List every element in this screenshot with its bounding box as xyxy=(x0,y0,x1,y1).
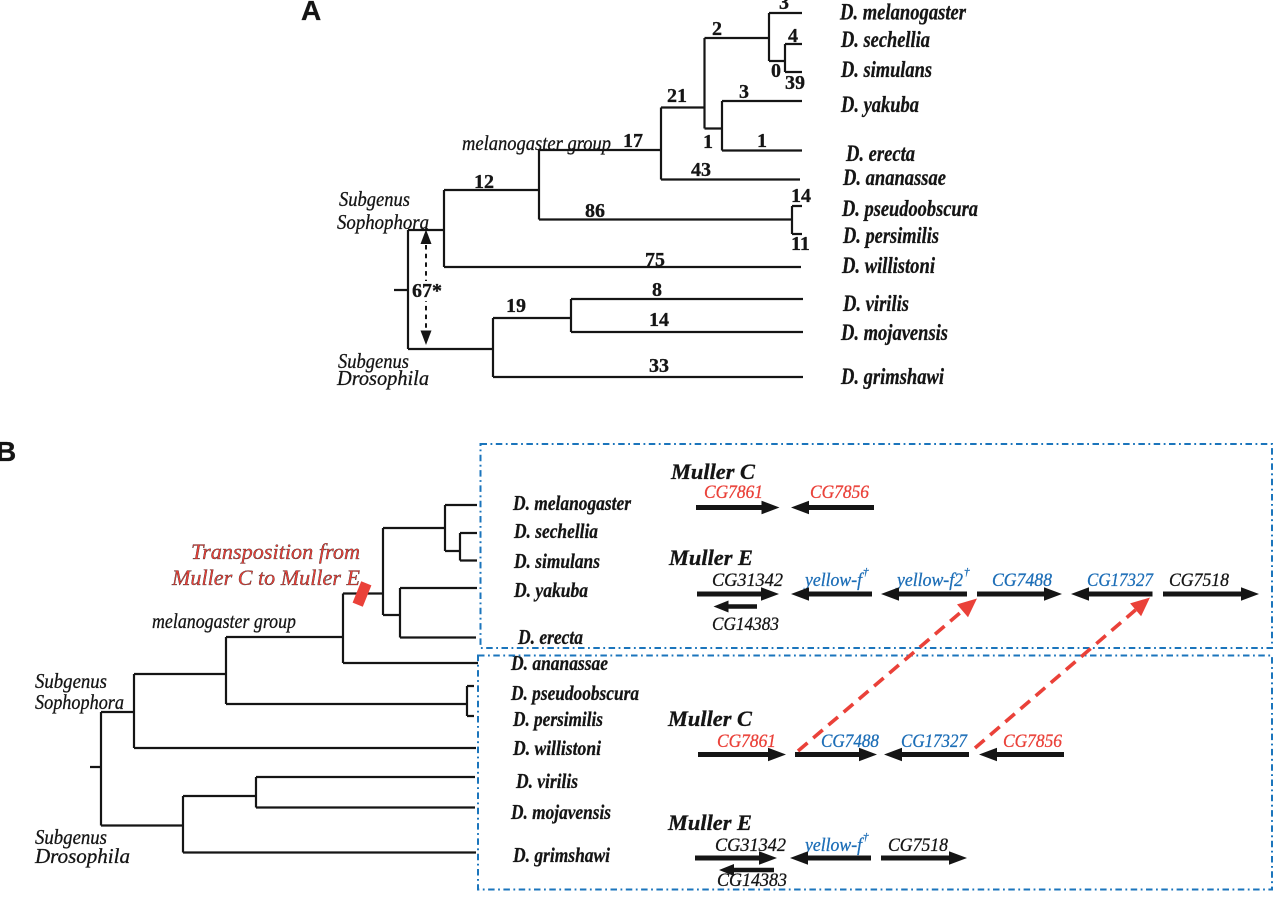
svg-text:2: 2 xyxy=(712,18,722,40)
svg-text:1: 1 xyxy=(703,131,713,153)
svg-text:D. mojavensis: D. mojavensis xyxy=(840,320,948,345)
svg-text:67*: 67* xyxy=(412,280,442,302)
svg-text:Subgenus: Subgenus xyxy=(339,187,410,211)
svg-text:Subgenus: Subgenus xyxy=(338,349,409,373)
svg-text:CG7861: CG7861 xyxy=(717,731,776,752)
svg-text:3: 3 xyxy=(779,0,789,14)
svg-text:D. yakuba: D. yakuba xyxy=(513,578,588,602)
svg-text:D. willistoni: D. willistoni xyxy=(512,736,601,760)
svg-text:Muller C: Muller C xyxy=(667,706,752,731)
svg-text:D. simulans: D. simulans xyxy=(513,549,600,573)
svg-text:33: 33 xyxy=(649,355,669,377)
svg-text:43: 43 xyxy=(691,159,711,181)
svg-text:21: 21 xyxy=(667,85,687,107)
svg-text:D. sechellia: D. sechellia xyxy=(513,519,598,543)
svg-text:4: 4 xyxy=(788,25,798,47)
svg-text:CG31342: CG31342 xyxy=(715,835,786,856)
svg-text:86: 86 xyxy=(585,200,605,222)
svg-text:D. ananassae: D. ananassae xyxy=(842,165,946,190)
svg-text:17: 17 xyxy=(623,130,643,152)
svg-text:A: A xyxy=(301,0,321,26)
svg-text:Muller E: Muller E xyxy=(668,545,753,570)
svg-text:14: 14 xyxy=(649,309,669,331)
svg-text:melanogaster group: melanogaster group xyxy=(152,609,296,633)
svg-text:1: 1 xyxy=(757,130,767,152)
svg-text:CG7861: CG7861 xyxy=(704,482,763,503)
svg-text:melanogaster group: melanogaster group xyxy=(462,131,611,155)
svg-text:CG7518: CG7518 xyxy=(888,835,948,856)
svg-text:CG17327: CG17327 xyxy=(1087,570,1154,591)
svg-text:D. persimilis: D. persimilis xyxy=(842,223,939,248)
svg-text:D. erecta: D. erecta xyxy=(517,625,583,649)
svg-text:CG7488: CG7488 xyxy=(821,731,879,752)
svg-text:D. melanogaster: D. melanogaster xyxy=(839,0,967,25)
svg-text:CG17327: CG17327 xyxy=(901,731,968,752)
svg-text:Sophophora: Sophophora xyxy=(337,210,429,234)
svg-text:D. melanogaster: D. melanogaster xyxy=(512,491,631,515)
svg-text:D. erecta: D. erecta xyxy=(845,141,915,166)
svg-text:75: 75 xyxy=(645,249,665,271)
svg-text:CG14383: CG14383 xyxy=(717,870,787,891)
svg-text:12: 12 xyxy=(474,171,494,193)
svg-text:Transposition from: Transposition from xyxy=(191,539,360,564)
svg-text:D. willistoni: D. willistoni xyxy=(841,253,935,278)
svg-text:CG7856: CG7856 xyxy=(810,482,869,503)
svg-text:Subgenus: Subgenus xyxy=(35,825,107,849)
svg-text:8: 8 xyxy=(652,279,662,301)
svg-text:Muller C: Muller C xyxy=(670,459,755,484)
svg-text:CG7518: CG7518 xyxy=(1169,570,1229,591)
svg-text:Sophophora: Sophophora xyxy=(35,690,124,714)
svg-text:39: 39 xyxy=(785,72,805,94)
svg-text:D. pseudoobscura: D. pseudoobscura xyxy=(841,196,978,221)
svg-text:D. pseudoobscura: D. pseudoobscura xyxy=(510,681,639,705)
svg-text:†: † xyxy=(863,566,869,578)
svg-text:CG7488: CG7488 xyxy=(992,570,1052,591)
svg-text:D. persimilis: D. persimilis xyxy=(512,707,603,731)
svg-text:B: B xyxy=(0,436,16,467)
svg-text:D. simulans: D. simulans xyxy=(840,57,932,82)
svg-text:†: † xyxy=(964,566,970,578)
svg-text:D. yakuba: D. yakuba xyxy=(840,92,919,117)
svg-text:14: 14 xyxy=(791,185,811,207)
svg-text:CG14383: CG14383 xyxy=(712,614,779,635)
svg-text:yellow-f: yellow-f xyxy=(803,570,864,591)
svg-text:11: 11 xyxy=(791,233,810,255)
svg-text:yellow-f2: yellow-f2 xyxy=(895,570,963,591)
svg-text:CG31342: CG31342 xyxy=(712,570,783,591)
svg-text:D. virilis: D. virilis xyxy=(515,769,578,793)
svg-text:19: 19 xyxy=(506,295,526,317)
svg-text:Drosophila: Drosophila xyxy=(34,844,130,868)
svg-text:D. grimshawi: D. grimshawi xyxy=(840,364,944,389)
svg-text:3: 3 xyxy=(739,81,749,103)
svg-text:D. sechellia: D. sechellia xyxy=(840,27,930,52)
svg-text:yellow-f: yellow-f xyxy=(803,835,864,856)
svg-text:0: 0 xyxy=(771,60,781,82)
svg-text:CG7856: CG7856 xyxy=(1003,731,1062,752)
svg-text:Drosophila: Drosophila xyxy=(336,366,429,390)
svg-text:Muller E: Muller E xyxy=(667,810,752,835)
svg-text:D. mojavensis: D. mojavensis xyxy=(510,800,611,824)
svg-text:D. virilis: D. virilis xyxy=(842,291,909,316)
svg-text:D. grimshawi: D. grimshawi xyxy=(512,843,610,867)
svg-text:Muller C to Muller E: Muller C to Muller E xyxy=(171,565,361,590)
svg-text:†: † xyxy=(863,831,869,843)
svg-text:Subgenus: Subgenus xyxy=(35,669,107,693)
